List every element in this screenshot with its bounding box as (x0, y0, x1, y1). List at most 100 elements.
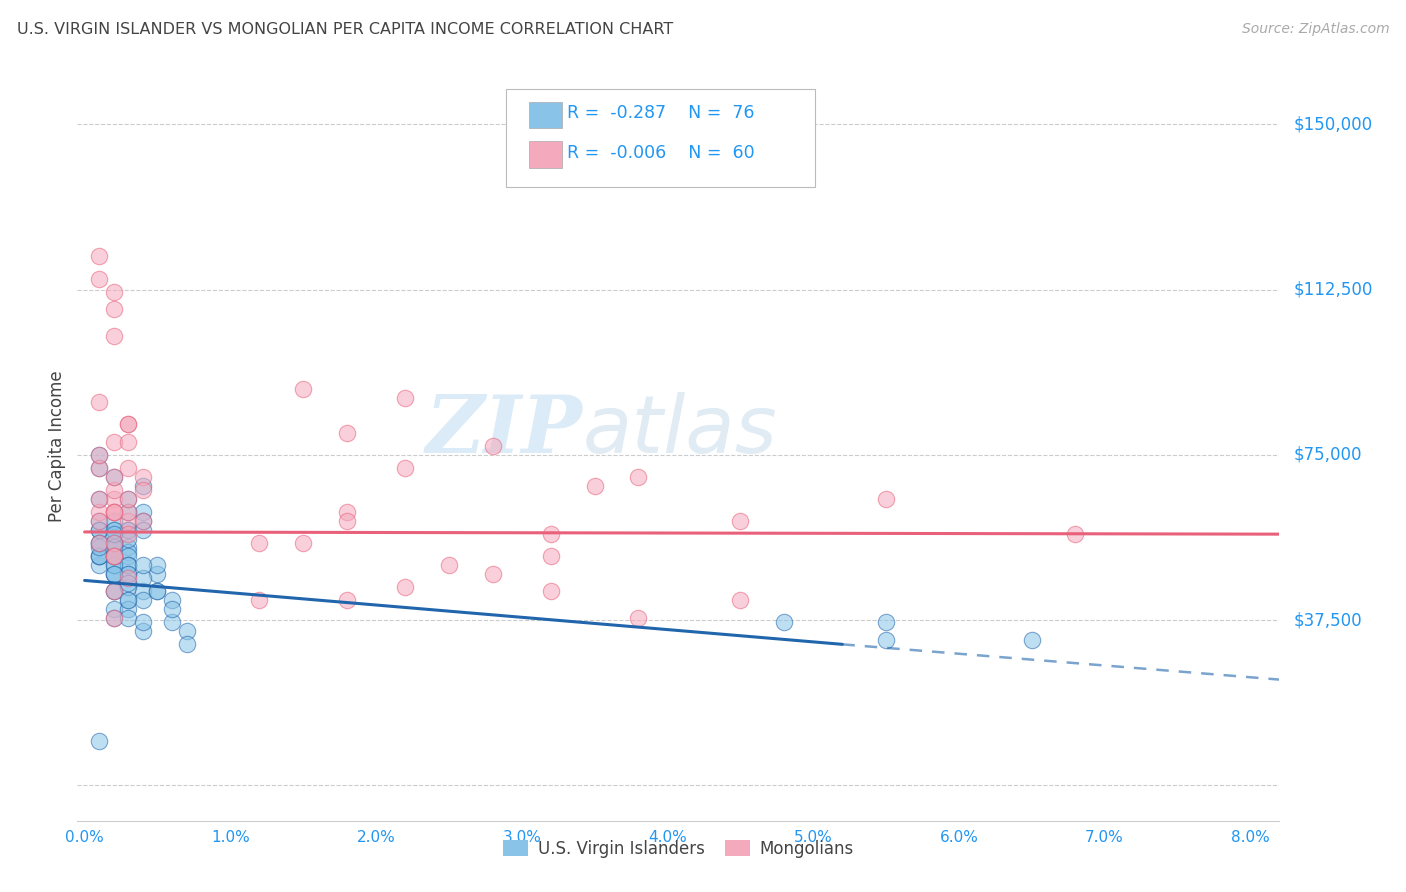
Point (89, 536, 111, 550)
Point (394, 391, 416, 405)
Point (103, 584, 125, 599)
Point (117, 566, 139, 581)
Point (103, 549, 125, 564)
Text: $75,000: $75,000 (1294, 446, 1362, 464)
Point (117, 602, 139, 616)
Point (103, 611, 125, 625)
Point (103, 549, 125, 564)
Point (89, 395, 111, 409)
Point (583, 478, 606, 492)
Point (117, 558, 139, 572)
Point (117, 545, 139, 559)
Point (336, 425, 359, 440)
Point (176, 637, 198, 651)
Point (103, 536, 125, 550)
Point (875, 632, 897, 647)
Point (160, 615, 183, 630)
Text: U.S. VIRGIN ISLANDER VS MONGOLIAN PER CAPITA INCOME CORRELATION CHART: U.S. VIRGIN ISLANDER VS MONGOLIAN PER CA… (17, 22, 673, 37)
Point (103, 434, 125, 449)
Point (132, 470, 155, 484)
Point (89, 523, 111, 537)
Point (103, 285, 125, 299)
Point (146, 584, 169, 599)
Point (103, 566, 125, 581)
Point (540, 549, 562, 564)
Point (132, 478, 155, 492)
Point (627, 611, 650, 625)
Point (481, 566, 503, 581)
Point (103, 566, 125, 581)
Point (103, 523, 125, 537)
Point (117, 541, 139, 555)
Point (103, 302, 125, 317)
Point (117, 514, 139, 528)
Point (103, 505, 125, 519)
Point (117, 549, 139, 564)
Point (132, 571, 155, 585)
Point (103, 523, 125, 537)
Point (103, 514, 125, 528)
Text: $112,500: $112,500 (1294, 280, 1372, 299)
Point (132, 615, 155, 630)
Text: atlas: atlas (582, 392, 778, 470)
Point (117, 566, 139, 581)
Point (249, 536, 271, 550)
Point (103, 566, 125, 581)
Point (146, 584, 169, 599)
Point (89, 549, 111, 564)
Point (132, 483, 155, 497)
Point (103, 536, 125, 550)
Point (89, 541, 111, 555)
Point (117, 593, 139, 607)
Point (103, 505, 125, 519)
Point (89, 448, 111, 462)
Point (103, 505, 125, 519)
Point (117, 461, 139, 475)
Point (89, 461, 111, 475)
Text: Source: ZipAtlas.com: Source: ZipAtlas.com (1241, 22, 1389, 37)
Point (103, 328, 125, 343)
Point (89, 271, 111, 285)
Point (1021, 632, 1043, 647)
Point (103, 584, 125, 599)
Point (117, 580, 139, 594)
Point (103, 549, 125, 564)
Text: ZIP: ZIP (426, 392, 582, 470)
Point (117, 434, 139, 449)
Point (89, 514, 111, 528)
Point (89, 558, 111, 572)
Legend: U.S. Virgin Islanders, Mongolians: U.S. Virgin Islanders, Mongolians (496, 833, 860, 864)
Point (117, 571, 139, 585)
Point (146, 558, 169, 572)
Point (89, 461, 111, 475)
Point (117, 532, 139, 546)
Point (117, 523, 139, 537)
Point (117, 558, 139, 572)
Point (146, 566, 169, 581)
Point (132, 624, 155, 639)
Point (103, 491, 125, 506)
Point (89, 250, 111, 264)
Point (437, 558, 460, 572)
Point (117, 505, 139, 519)
Point (132, 584, 155, 599)
Text: R =  -0.287    N =  76: R = -0.287 N = 76 (567, 104, 754, 122)
Point (103, 558, 125, 572)
Point (89, 448, 111, 462)
Point (117, 491, 139, 506)
Point (292, 382, 315, 396)
Point (336, 505, 359, 519)
Point (89, 536, 111, 550)
Point (132, 514, 155, 528)
Point (292, 536, 315, 550)
Point (394, 461, 416, 475)
Point (103, 549, 125, 564)
Point (103, 602, 125, 616)
Point (89, 734, 111, 748)
Point (117, 575, 139, 590)
Point (89, 549, 111, 564)
Point (132, 523, 155, 537)
Point (89, 523, 111, 537)
Point (160, 602, 183, 616)
Point (103, 470, 125, 484)
